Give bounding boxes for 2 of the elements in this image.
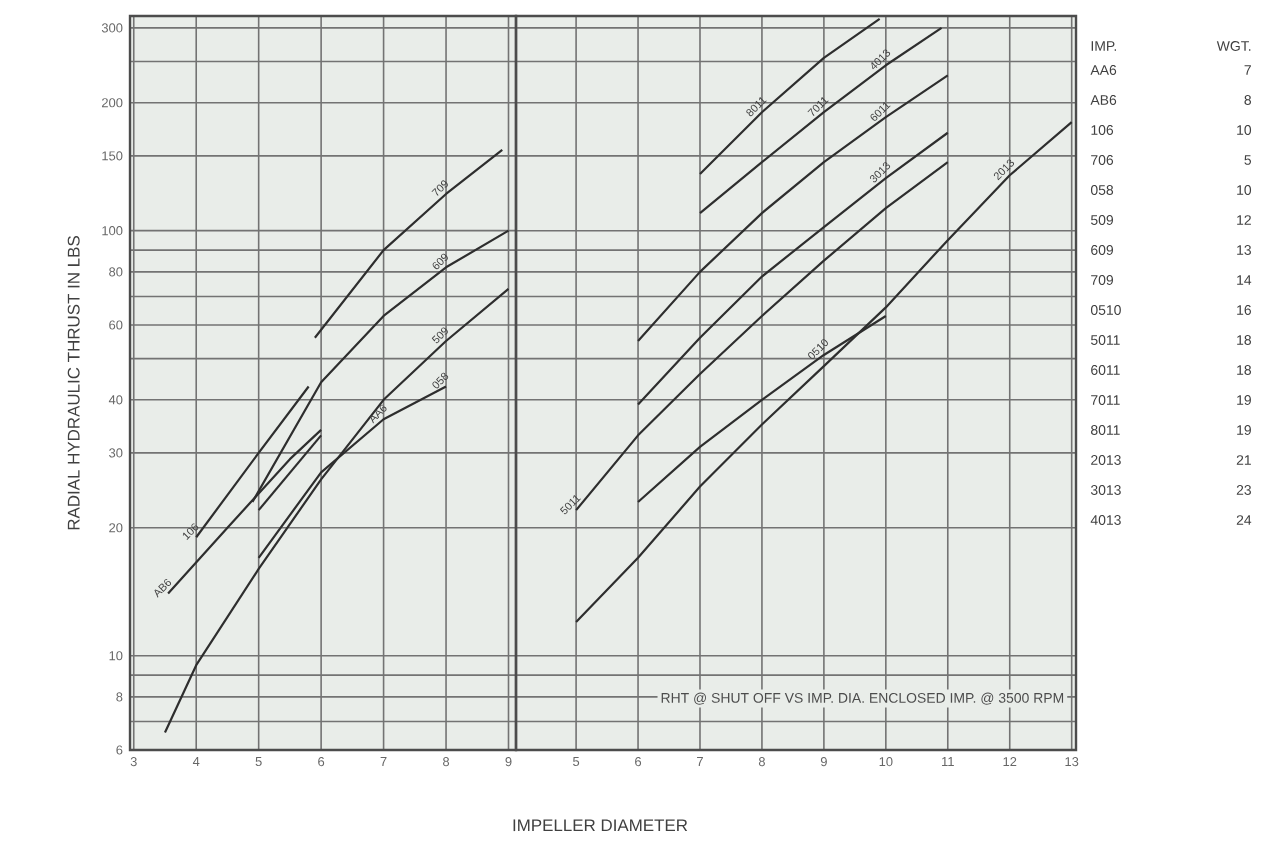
y-axis-title: RADIAL HYDRAULIC THRUST IN LBS xyxy=(67,236,80,530)
x-axis-title: IMPELLER DIAMETER xyxy=(513,819,688,832)
